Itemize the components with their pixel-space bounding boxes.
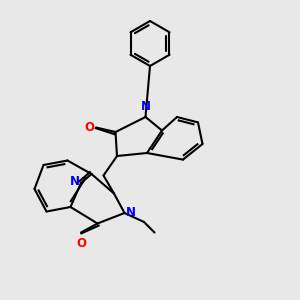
- Text: O: O: [85, 121, 94, 134]
- Text: N: N: [70, 175, 80, 188]
- Text: N: N: [140, 100, 151, 113]
- Text: O: O: [76, 237, 86, 250]
- Text: N: N: [126, 206, 136, 220]
